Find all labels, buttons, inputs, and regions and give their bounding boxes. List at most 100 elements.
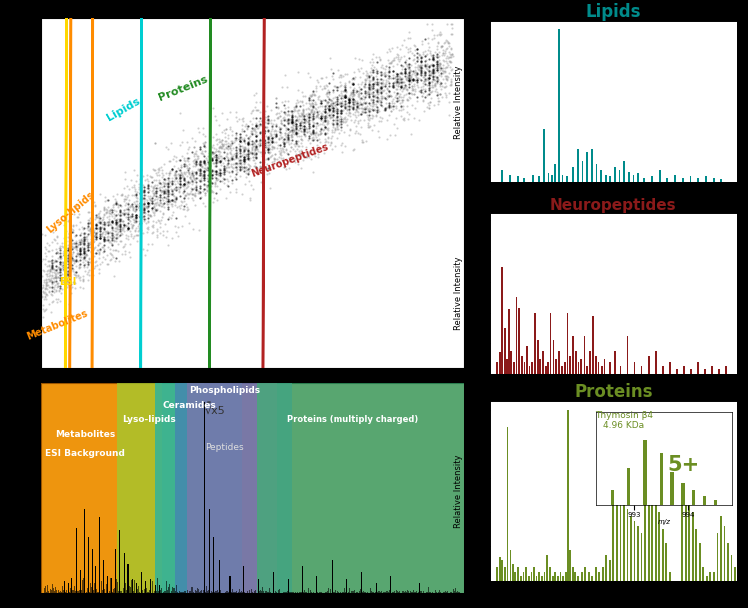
Point: [431, 56, 443, 66]
Point: [397, 61, 409, 71]
Point: [259, 139, 271, 148]
Point: [242, 143, 254, 153]
Point: [162, 170, 174, 180]
Point: [174, 173, 186, 183]
Point: [73, 209, 85, 219]
Point: [224, 143, 236, 153]
Point: [246, 119, 258, 129]
Point: [275, 127, 286, 137]
Point: [283, 147, 295, 156]
Point: [162, 185, 174, 195]
Point: [256, 130, 268, 140]
Point: [55, 257, 67, 267]
Point: [239, 138, 251, 148]
Point: [186, 168, 198, 178]
Point: [419, 67, 431, 77]
Point: [381, 70, 393, 80]
Point: [319, 95, 331, 105]
Point: [116, 189, 128, 199]
Point: [437, 63, 449, 72]
Point: [143, 200, 155, 210]
Point: [339, 69, 351, 79]
Point: [91, 229, 102, 238]
Point: [275, 132, 286, 142]
Point: [307, 130, 319, 139]
Point: [380, 78, 392, 88]
Point: [327, 120, 339, 130]
Point: [423, 73, 435, 83]
Point: [129, 199, 141, 209]
Point: [369, 91, 381, 101]
Point: [258, 147, 270, 157]
Point: [246, 128, 258, 138]
Point: [55, 267, 67, 277]
Point: [109, 211, 121, 221]
Point: [426, 66, 438, 76]
Bar: [699, 543, 701, 581]
Point: [278, 144, 289, 154]
Point: [39, 292, 51, 302]
Point: [194, 142, 206, 152]
Point: [46, 278, 58, 288]
Point: [126, 200, 138, 210]
Point: [375, 63, 387, 72]
Point: [420, 75, 432, 85]
Point: [123, 224, 135, 233]
Point: [161, 197, 173, 207]
Point: [77, 239, 89, 249]
Point: [263, 163, 275, 173]
Point: [266, 145, 278, 154]
Point: [337, 86, 349, 96]
Point: [310, 111, 322, 120]
Point: [403, 109, 415, 119]
Point: [69, 270, 81, 280]
Point: [109, 194, 121, 204]
Point: [218, 165, 230, 175]
Bar: [136, 583, 137, 593]
Point: [73, 237, 85, 247]
Point: [160, 193, 172, 203]
Point: [55, 254, 67, 263]
Point: [248, 137, 260, 147]
Bar: [504, 567, 506, 581]
Point: [203, 178, 215, 187]
Point: [413, 50, 425, 60]
Point: [349, 116, 361, 125]
Point: [70, 201, 82, 211]
Point: [189, 154, 201, 164]
Point: [153, 216, 165, 226]
Point: [62, 253, 74, 263]
Bar: [562, 174, 563, 182]
Point: [137, 207, 149, 217]
Point: [321, 116, 333, 125]
Point: [71, 248, 83, 258]
Point: [183, 153, 194, 163]
Point: [263, 140, 275, 150]
Point: [310, 86, 322, 96]
Point: [149, 198, 161, 208]
Point: [436, 65, 448, 75]
Point: [112, 221, 124, 230]
Point: [129, 213, 141, 223]
Point: [292, 108, 304, 117]
Point: [168, 161, 180, 171]
Point: [74, 239, 86, 249]
Point: [307, 111, 319, 120]
Point: [419, 51, 431, 61]
Point: [147, 198, 159, 208]
Point: [272, 140, 284, 150]
Point: [423, 48, 435, 58]
Point: [82, 219, 94, 229]
Point: [424, 77, 436, 86]
Point: [110, 219, 122, 229]
Point: [257, 175, 269, 185]
Point: [345, 125, 357, 135]
Point: [367, 61, 378, 71]
Point: [298, 122, 310, 131]
Point: [283, 115, 295, 125]
Point: [112, 214, 124, 224]
Point: [183, 193, 194, 203]
Point: [39, 283, 51, 293]
Point: [210, 150, 222, 160]
Point: [41, 280, 53, 289]
